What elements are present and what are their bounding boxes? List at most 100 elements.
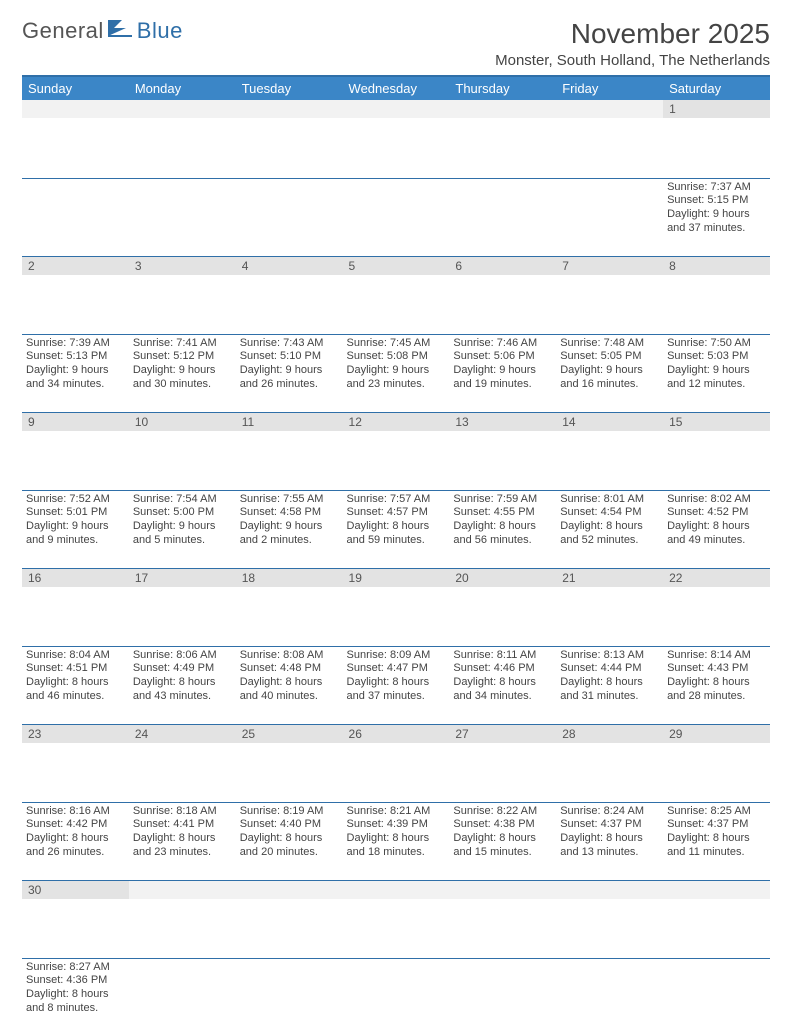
day-cell: Sunrise: 8:09 AMSunset: 4:47 PMDaylight:… <box>343 646 450 724</box>
week-row: Sunrise: 8:04 AMSunset: 4:51 PMDaylight:… <box>22 646 770 724</box>
day-number: 23 <box>22 725 129 743</box>
day-details: Sunrise: 8:22 AMSunset: 4:38 PMDaylight:… <box>449 803 556 864</box>
day-number: 16 <box>22 569 129 587</box>
day-details: Sunrise: 7:41 AMSunset: 5:12 PMDaylight:… <box>129 335 236 396</box>
day-cell: Sunrise: 8:16 AMSunset: 4:42 PMDaylight:… <box>22 802 129 880</box>
day-details: Sunrise: 7:45 AMSunset: 5:08 PMDaylight:… <box>343 335 450 396</box>
daynum-row: 23242526272829 <box>22 724 770 802</box>
day-details: Sunrise: 8:18 AMSunset: 4:41 PMDaylight:… <box>129 803 236 864</box>
day-cell: Sunrise: 8:14 AMSunset: 4:43 PMDaylight:… <box>663 646 770 724</box>
day-number: 1 <box>663 100 770 118</box>
day-details: Sunrise: 8:06 AMSunset: 4:49 PMDaylight:… <box>129 647 236 708</box>
page-title: November 2025 <box>495 18 770 50</box>
day-details: Sunrise: 8:09 AMSunset: 4:47 PMDaylight:… <box>343 647 450 708</box>
day-details: Sunrise: 7:50 AMSunset: 5:03 PMDaylight:… <box>663 335 770 396</box>
calendar-table: SundayMondayTuesdayWednesdayThursdayFrid… <box>22 77 770 1036</box>
week-row: Sunrise: 7:37 AMSunset: 5:15 PMDaylight:… <box>22 178 770 256</box>
day-cell: Sunrise: 8:25 AMSunset: 4:37 PMDaylight:… <box>663 802 770 880</box>
daynum-row: 9101112131415 <box>22 412 770 490</box>
day-number: 15 <box>663 413 770 431</box>
day-details: Sunrise: 7:59 AMSunset: 4:55 PMDaylight:… <box>449 491 556 552</box>
day-number: 24 <box>129 725 236 743</box>
logo: General Blue <box>22 18 183 44</box>
day-details: Sunrise: 8:21 AMSunset: 4:39 PMDaylight:… <box>343 803 450 864</box>
day-cell-empty <box>129 178 236 256</box>
day-number-empty <box>343 881 450 899</box>
day-details: Sunrise: 7:46 AMSunset: 5:06 PMDaylight:… <box>449 335 556 396</box>
day-details: Sunrise: 7:57 AMSunset: 4:57 PMDaylight:… <box>343 491 450 552</box>
day-details: Sunrise: 8:16 AMSunset: 4:42 PMDaylight:… <box>22 803 129 864</box>
day-details: Sunrise: 8:13 AMSunset: 4:44 PMDaylight:… <box>556 647 663 708</box>
day-number: 3 <box>129 257 236 275</box>
day-number: 21 <box>556 569 663 587</box>
day-cell: Sunrise: 8:19 AMSunset: 4:40 PMDaylight:… <box>236 802 343 880</box>
day-details: Sunrise: 7:43 AMSunset: 5:10 PMDaylight:… <box>236 335 343 396</box>
day-cell: Sunrise: 7:57 AMSunset: 4:57 PMDaylight:… <box>343 490 450 568</box>
daynum-row: 16171819202122 <box>22 568 770 646</box>
day-number: 20 <box>449 569 556 587</box>
day-details: Sunrise: 8:01 AMSunset: 4:54 PMDaylight:… <box>556 491 663 552</box>
day-cell: Sunrise: 7:55 AMSunset: 4:58 PMDaylight:… <box>236 490 343 568</box>
weekday-header: Thursday <box>449 77 556 100</box>
day-cell: Sunrise: 7:46 AMSunset: 5:06 PMDaylight:… <box>449 334 556 412</box>
day-number: 2 <box>22 257 129 275</box>
day-number: 10 <box>129 413 236 431</box>
day-number: 19 <box>343 569 450 587</box>
day-details: Sunrise: 7:54 AMSunset: 5:00 PMDaylight:… <box>129 491 236 552</box>
day-number-empty <box>236 881 343 899</box>
day-cell-empty <box>343 178 450 256</box>
day-details: Sunrise: 8:27 AMSunset: 4:36 PMDaylight:… <box>22 959 129 1020</box>
day-cell: Sunrise: 7:48 AMSunset: 5:05 PMDaylight:… <box>556 334 663 412</box>
day-number: 4 <box>236 257 343 275</box>
day-details: Sunrise: 7:39 AMSunset: 5:13 PMDaylight:… <box>22 335 129 396</box>
day-cell: Sunrise: 8:02 AMSunset: 4:52 PMDaylight:… <box>663 490 770 568</box>
day-number: 13 <box>449 413 556 431</box>
weekday-header: Sunday <box>22 77 129 100</box>
day-cell: Sunrise: 7:37 AMSunset: 5:15 PMDaylight:… <box>663 178 770 256</box>
day-cell: Sunrise: 7:43 AMSunset: 5:10 PMDaylight:… <box>236 334 343 412</box>
day-cell: Sunrise: 7:50 AMSunset: 5:03 PMDaylight:… <box>663 334 770 412</box>
week-row: Sunrise: 8:16 AMSunset: 4:42 PMDaylight:… <box>22 802 770 880</box>
header: General Blue November 2025 Monster, Sout… <box>22 18 770 69</box>
day-cell: Sunrise: 7:54 AMSunset: 5:00 PMDaylight:… <box>129 490 236 568</box>
day-number: 30 <box>22 881 129 899</box>
week-row: Sunrise: 7:52 AMSunset: 5:01 PMDaylight:… <box>22 490 770 568</box>
day-cell-empty <box>236 178 343 256</box>
day-number: 12 <box>343 413 450 431</box>
day-cell-empty <box>236 958 343 1036</box>
day-cell: Sunrise: 8:06 AMSunset: 4:49 PMDaylight:… <box>129 646 236 724</box>
day-number-empty <box>129 100 236 118</box>
day-details: Sunrise: 8:19 AMSunset: 4:40 PMDaylight:… <box>236 803 343 864</box>
weekday-header: Friday <box>556 77 663 100</box>
day-number: 6 <box>449 257 556 275</box>
day-number: 8 <box>663 257 770 275</box>
day-number-empty <box>663 881 770 899</box>
day-details: Sunrise: 7:55 AMSunset: 4:58 PMDaylight:… <box>236 491 343 552</box>
weekday-header: Monday <box>129 77 236 100</box>
logo-flag-icon <box>108 18 134 38</box>
daynum-row: 1 <box>22 100 770 178</box>
day-cell-empty <box>556 958 663 1036</box>
day-details: Sunrise: 7:48 AMSunset: 5:05 PMDaylight:… <box>556 335 663 396</box>
day-details: Sunrise: 8:11 AMSunset: 4:46 PMDaylight:… <box>449 647 556 708</box>
day-number: 9 <box>22 413 129 431</box>
day-number: 27 <box>449 725 556 743</box>
day-number-empty <box>129 881 236 899</box>
day-number: 28 <box>556 725 663 743</box>
weekday-header: Saturday <box>663 77 770 100</box>
day-number: 7 <box>556 257 663 275</box>
day-cell-empty <box>343 958 450 1036</box>
day-number: 29 <box>663 725 770 743</box>
day-details: Sunrise: 7:52 AMSunset: 5:01 PMDaylight:… <box>22 491 129 552</box>
day-cell: Sunrise: 8:04 AMSunset: 4:51 PMDaylight:… <box>22 646 129 724</box>
logo-text-general: General <box>22 18 104 44</box>
day-cell: Sunrise: 8:21 AMSunset: 4:39 PMDaylight:… <box>343 802 450 880</box>
day-number-empty <box>556 881 663 899</box>
location-text: Monster, South Holland, The Netherlands <box>495 52 770 69</box>
day-cell: Sunrise: 8:11 AMSunset: 4:46 PMDaylight:… <box>449 646 556 724</box>
day-cell: Sunrise: 8:13 AMSunset: 4:44 PMDaylight:… <box>556 646 663 724</box>
day-number: 11 <box>236 413 343 431</box>
day-details: Sunrise: 8:02 AMSunset: 4:52 PMDaylight:… <box>663 491 770 552</box>
day-number: 22 <box>663 569 770 587</box>
day-cell: Sunrise: 7:59 AMSunset: 4:55 PMDaylight:… <box>449 490 556 568</box>
